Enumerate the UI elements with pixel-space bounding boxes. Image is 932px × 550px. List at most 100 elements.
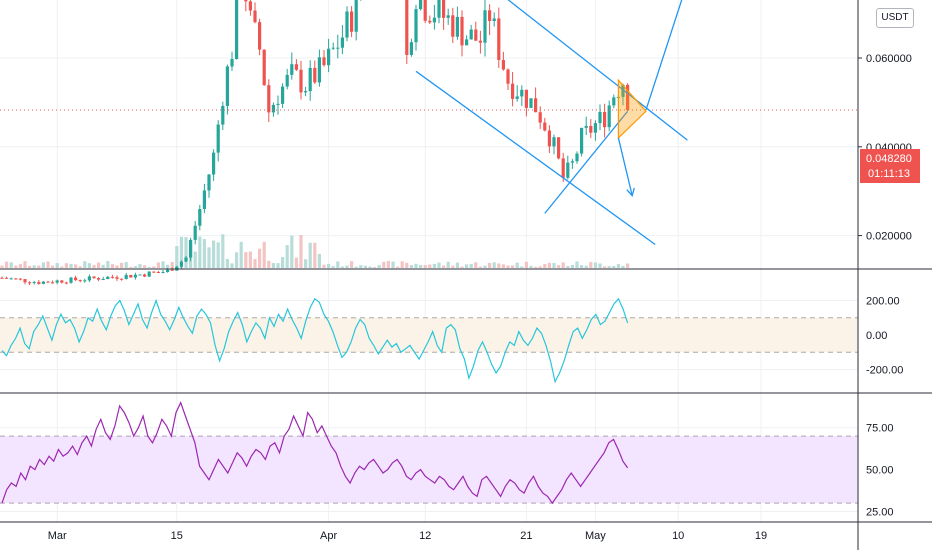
candle[interactable] — [18, 278, 22, 280]
candle[interactable] — [557, 137, 561, 159]
candle[interactable] — [428, 20, 432, 23]
candle[interactable] — [317, 57, 321, 83]
triangle-pattern[interactable] — [617, 78, 647, 140]
candle[interactable] — [488, 10, 492, 22]
candle[interactable] — [262, 49, 266, 86]
up-arrow[interactable] — [645, 0, 710, 111]
candle[interactable] — [552, 137, 556, 147]
candle[interactable] — [492, 18, 496, 22]
candle[interactable] — [46, 281, 50, 283]
candle[interactable] — [501, 60, 505, 70]
candle[interactable] — [414, 9, 418, 43]
candle[interactable] — [32, 282, 36, 284]
currency-selector-button[interactable]: USDT — [876, 8, 914, 28]
candle[interactable] — [524, 89, 528, 108]
candle[interactable] — [340, 37, 344, 48]
candle[interactable] — [166, 269, 170, 272]
candle[interactable] — [626, 84, 630, 111]
candle[interactable] — [74, 277, 78, 281]
candle[interactable] — [37, 282, 41, 284]
candle[interactable] — [23, 279, 27, 283]
candle[interactable] — [281, 86, 285, 104]
candle[interactable] — [230, 59, 234, 67]
candle[interactable] — [129, 274, 133, 278]
candle[interactable] — [538, 112, 542, 123]
candle[interactable] — [598, 111, 602, 124]
candle[interactable] — [612, 97, 616, 106]
candle[interactable] — [589, 125, 593, 133]
candle[interactable] — [570, 161, 574, 163]
candle[interactable] — [198, 208, 202, 226]
candle[interactable] — [97, 278, 101, 280]
candle[interactable] — [465, 39, 469, 46]
candle[interactable] — [161, 271, 165, 273]
candle[interactable] — [419, 0, 423, 10]
candle[interactable] — [189, 239, 193, 258]
cci-indicator[interactable] — [1, 297, 629, 384]
candle[interactable] — [156, 272, 160, 274]
candle[interactable] — [327, 48, 331, 66]
candle[interactable] — [529, 98, 533, 108]
candle[interactable] — [290, 64, 294, 75]
candle[interactable] — [483, 10, 487, 43]
candle[interactable] — [207, 174, 211, 191]
candle[interactable] — [561, 158, 565, 178]
candle[interactable] — [580, 127, 584, 154]
cci-line[interactable] — [1, 297, 629, 384]
candle[interactable] — [0, 277, 4, 279]
candle[interactable] — [115, 277, 119, 279]
candle[interactable] — [520, 89, 524, 97]
candle[interactable] — [460, 16, 464, 46]
candle[interactable] — [41, 281, 45, 284]
candle[interactable] — [603, 111, 607, 128]
candle[interactable] — [60, 280, 64, 283]
channel-lower-line[interactable] — [415, 70, 656, 246]
candle[interactable] — [5, 277, 9, 279]
candle[interactable] — [294, 64, 298, 70]
rsi-indicator[interactable] — [1, 401, 629, 505]
candle[interactable] — [202, 190, 206, 209]
candle[interactable] — [506, 69, 510, 84]
candlestick-series[interactable] — [0, 0, 858, 286]
candle[interactable] — [534, 98, 538, 113]
candle[interactable] — [69, 277, 73, 283]
candle[interactable] — [515, 96, 519, 99]
candle[interactable] — [170, 269, 174, 271]
candle[interactable] — [64, 282, 68, 284]
candle[interactable] — [248, 1, 252, 11]
candle[interactable] — [143, 274, 147, 277]
candle[interactable] — [331, 47, 335, 49]
candle[interactable] — [55, 280, 59, 283]
candle[interactable] — [455, 16, 459, 37]
candle[interactable] — [405, 0, 409, 55]
candle[interactable] — [184, 257, 188, 262]
candle[interactable] — [575, 153, 579, 162]
candle[interactable] — [304, 91, 308, 93]
rsi-line[interactable] — [1, 401, 629, 505]
candle[interactable] — [124, 274, 128, 280]
candle[interactable] — [354, 0, 358, 32]
candle[interactable] — [350, 11, 354, 32]
candle[interactable] — [478, 40, 482, 43]
candle[interactable] — [336, 47, 340, 49]
channel-upper-line[interactable] — [398, 0, 688, 141]
candle[interactable] — [225, 66, 229, 106]
candle[interactable] — [235, 0, 239, 60]
candle[interactable] — [179, 261, 183, 267]
candle[interactable] — [607, 105, 611, 128]
candle[interactable] — [267, 85, 271, 113]
candle[interactable] — [547, 130, 551, 147]
price-axis[interactable]: 0.0600000.0400000.020000200.000.00-200.0… — [858, 53, 912, 519]
candle[interactable] — [299, 69, 303, 93]
candle[interactable] — [511, 83, 515, 99]
candle[interactable] — [442, 0, 446, 18]
candle[interactable] — [593, 123, 597, 133]
candle[interactable] — [258, 22, 262, 50]
candle[interactable] — [423, 0, 427, 21]
candle[interactable] — [276, 103, 280, 105]
candle[interactable] — [451, 15, 455, 37]
candle[interactable] — [474, 29, 478, 41]
candle[interactable] — [120, 278, 124, 280]
candle[interactable] — [14, 278, 18, 280]
